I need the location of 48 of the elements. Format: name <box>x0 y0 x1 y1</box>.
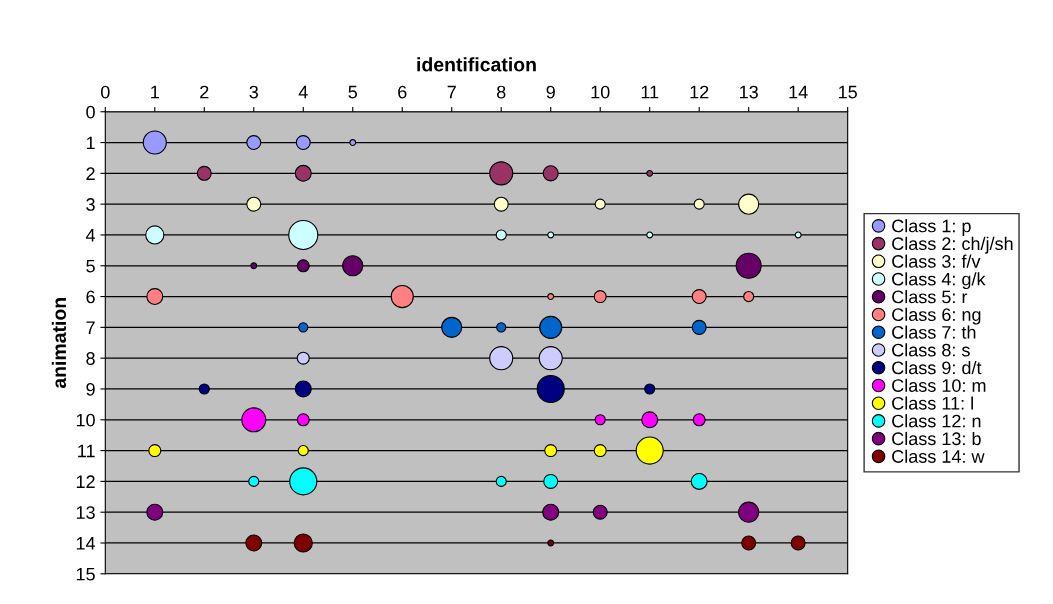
x-tick-label: 1 <box>151 85 159 99</box>
x-tick-label: 0 <box>100 85 110 99</box>
y-tick-label: 5 <box>86 259 95 273</box>
x-tick-label: 5 <box>348 85 358 99</box>
y-tick-label: 14 <box>76 537 96 550</box>
legend-label: Class 8: s <box>892 343 970 357</box>
x-tick-label: 7 <box>447 85 456 99</box>
y-tick-label: 9 <box>86 382 95 396</box>
legend-label: Class 11: l <box>892 396 973 410</box>
x-tick-label: 10 <box>591 85 610 99</box>
y-tick-label: 2 <box>86 167 95 180</box>
legend-label: Class 13: b <box>892 431 981 446</box>
y-tick-label: 3 <box>86 198 95 211</box>
legend-label: Class 1: p <box>892 219 971 236</box>
legend-label: Class 14: w <box>892 449 985 463</box>
x-tick-label: 15 <box>839 85 857 99</box>
legend-label: Class 6: ng <box>892 307 981 325</box>
legend-label: Class 3: f/v <box>892 254 981 268</box>
x-tick-label: 8 <box>496 85 506 99</box>
x-tick-label: 13 <box>740 85 758 99</box>
x-tick-label: 3 <box>249 85 258 99</box>
y-tick-label: 10 <box>76 413 95 427</box>
y-tick-label: 0 <box>86 105 95 119</box>
x-tick-label: 4 <box>298 85 308 99</box>
y-tick-label: 8 <box>86 352 95 365</box>
x-tick-label: 11 <box>641 85 659 99</box>
y-tick-label: 11 <box>78 444 95 458</box>
legend-label: Class 7: th <box>892 325 976 339</box>
x-tick-label: 12 <box>690 85 709 99</box>
legend-label: Class 9: d/t <box>892 360 982 375</box>
x-axis-title: identification <box>417 57 536 72</box>
legend-label: Class 4: g/k <box>892 272 986 290</box>
y-tick-label: 1 <box>86 136 95 150</box>
y-tick-label: 4 <box>85 229 96 242</box>
legend-label: Class 5: r <box>892 290 968 304</box>
x-tick-label: 14 <box>789 85 808 99</box>
legend-label: Class 2: ch/j/sh <box>892 236 1013 254</box>
y-tick-label: 7 <box>86 321 95 334</box>
x-tick-label: 6 <box>398 85 407 99</box>
legend-label: Class 10: m <box>892 378 986 392</box>
y-tick-label: 13 <box>76 506 95 519</box>
x-tick-label: 2 <box>200 85 209 99</box>
legend-label: Class 12: n <box>892 414 981 428</box>
y-tick-label: 12 <box>76 475 95 488</box>
y-tick-label: 6 <box>86 290 95 304</box>
x-tick-label: 9 <box>546 85 555 99</box>
y-axis-title: animation <box>51 298 67 389</box>
y-tick-label: 15 <box>76 567 95 581</box>
